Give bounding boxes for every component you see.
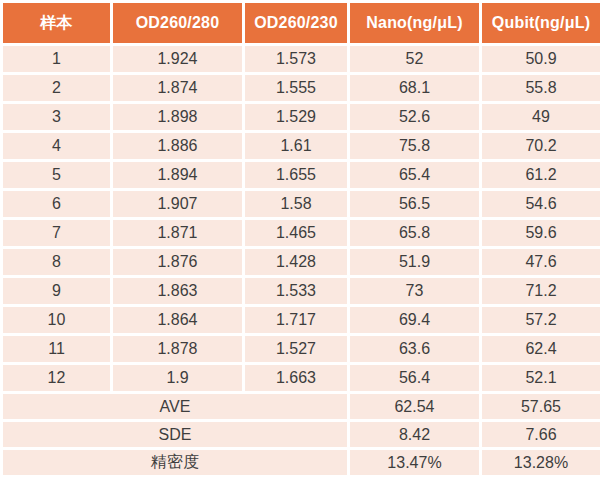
cell-sample-id: 4 bbox=[2, 132, 112, 161]
table-row: 10 1.864 1.717 69.4 57.2 bbox=[2, 306, 600, 335]
col-header-nano: Nano(ng/μL) bbox=[349, 2, 481, 45]
table-header: 样本 OD260/280 OD260/230 Nano(ng/μL) Qubit… bbox=[2, 2, 600, 45]
summary-label-sde: SDE bbox=[2, 421, 349, 449]
cell-od260-230: 1.655 bbox=[244, 161, 349, 190]
cell-sample-id: 11 bbox=[2, 335, 112, 364]
col-header-sample: 样本 bbox=[2, 2, 112, 45]
table-row: 1 1.924 1.573 52 50.9 bbox=[2, 45, 600, 74]
cell-sample-id: 10 bbox=[2, 306, 112, 335]
summary-label-ave: AVE bbox=[2, 393, 349, 421]
cell-od260-280: 1.907 bbox=[112, 190, 244, 219]
cell-sample-id: 7 bbox=[2, 219, 112, 248]
table-row: 8 1.876 1.428 51.9 47.6 bbox=[2, 248, 600, 277]
cell-nano: 63.6 bbox=[349, 335, 481, 364]
cell-qubit: 55.8 bbox=[481, 74, 600, 103]
cell-sample-id: 1 bbox=[2, 45, 112, 74]
table-row: 3 1.898 1.529 52.6 49 bbox=[2, 103, 600, 132]
cell-od260-280: 1.878 bbox=[112, 335, 244, 364]
cell-qubit: 61.2 bbox=[481, 161, 600, 190]
cell-od260-280: 1.863 bbox=[112, 277, 244, 306]
cell-od260-280: 1.886 bbox=[112, 132, 244, 161]
summary-sde-qubit: 7.66 bbox=[481, 421, 600, 449]
table-row: 5 1.894 1.655 65.4 61.2 bbox=[2, 161, 600, 190]
cell-qubit: 59.6 bbox=[481, 219, 600, 248]
cell-sample-id: 12 bbox=[2, 364, 112, 393]
cell-qubit: 57.2 bbox=[481, 306, 600, 335]
sample-qc-table: 样本 OD260/280 OD260/230 Nano(ng/μL) Qubit… bbox=[0, 0, 600, 478]
cell-od260-230: 1.58 bbox=[244, 190, 349, 219]
cell-qubit: 62.4 bbox=[481, 335, 600, 364]
cell-od260-230: 1.533 bbox=[244, 277, 349, 306]
cell-od260-280: 1.874 bbox=[112, 74, 244, 103]
cell-nano: 69.4 bbox=[349, 306, 481, 335]
cell-nano: 51.9 bbox=[349, 248, 481, 277]
cell-od260-230: 1.555 bbox=[244, 74, 349, 103]
cell-qubit: 49 bbox=[481, 103, 600, 132]
cell-od260-230: 1.465 bbox=[244, 219, 349, 248]
cell-od260-230: 1.573 bbox=[244, 45, 349, 74]
summary-row-ave: AVE 62.54 57.65 bbox=[2, 393, 600, 421]
table-row: 12 1.9 1.663 56.4 52.1 bbox=[2, 364, 600, 393]
cell-od260-230: 1.527 bbox=[244, 335, 349, 364]
cell-od260-280: 1.864 bbox=[112, 306, 244, 335]
summary-precision-nano: 13.47% bbox=[349, 449, 481, 477]
cell-od260-230: 1.529 bbox=[244, 103, 349, 132]
cell-qubit: 50.9 bbox=[481, 45, 600, 74]
col-header-od260-280: OD260/280 bbox=[112, 2, 244, 45]
cell-od260-230: 1.663 bbox=[244, 364, 349, 393]
table-body: 1 1.924 1.573 52 50.9 2 1.874 1.555 68.1… bbox=[2, 45, 600, 477]
summary-label-precision: 精密度 bbox=[2, 449, 349, 477]
col-header-qubit: Qubit(ng/μL) bbox=[481, 2, 600, 45]
cell-sample-id: 2 bbox=[2, 74, 112, 103]
cell-od260-280: 1.871 bbox=[112, 219, 244, 248]
cell-od260-230: 1.428 bbox=[244, 248, 349, 277]
cell-nano: 65.8 bbox=[349, 219, 481, 248]
cell-sample-id: 3 bbox=[2, 103, 112, 132]
cell-nano: 75.8 bbox=[349, 132, 481, 161]
cell-nano: 52 bbox=[349, 45, 481, 74]
cell-nano: 68.1 bbox=[349, 74, 481, 103]
cell-nano: 56.4 bbox=[349, 364, 481, 393]
summary-row-precision: 精密度 13.47% 13.28% bbox=[2, 449, 600, 477]
summary-sde-nano: 8.42 bbox=[349, 421, 481, 449]
table-row: 6 1.907 1.58 56.5 54.6 bbox=[2, 190, 600, 219]
table-row: 4 1.886 1.61 75.8 70.2 bbox=[2, 132, 600, 161]
cell-od260-280: 1.894 bbox=[112, 161, 244, 190]
cell-sample-id: 9 bbox=[2, 277, 112, 306]
table-row: 9 1.863 1.533 73 71.2 bbox=[2, 277, 600, 306]
cell-od260-280: 1.898 bbox=[112, 103, 244, 132]
cell-od260-280: 1.876 bbox=[112, 248, 244, 277]
cell-sample-id: 8 bbox=[2, 248, 112, 277]
cell-od260-230: 1.717 bbox=[244, 306, 349, 335]
table-row: 11 1.878 1.527 63.6 62.4 bbox=[2, 335, 600, 364]
summary-ave-nano: 62.54 bbox=[349, 393, 481, 421]
cell-od260-280: 1.924 bbox=[112, 45, 244, 74]
table-row: 7 1.871 1.465 65.8 59.6 bbox=[2, 219, 600, 248]
cell-od260-280: 1.9 bbox=[112, 364, 244, 393]
col-header-od260-230: OD260/230 bbox=[244, 2, 349, 45]
cell-sample-id: 6 bbox=[2, 190, 112, 219]
cell-nano: 52.6 bbox=[349, 103, 481, 132]
cell-nano: 73 bbox=[349, 277, 481, 306]
cell-qubit: 70.2 bbox=[481, 132, 600, 161]
summary-row-sde: SDE 8.42 7.66 bbox=[2, 421, 600, 449]
cell-nano: 65.4 bbox=[349, 161, 481, 190]
cell-qubit: 47.6 bbox=[481, 248, 600, 277]
cell-sample-id: 5 bbox=[2, 161, 112, 190]
summary-precision-qubit: 13.28% bbox=[481, 449, 600, 477]
cell-qubit: 54.6 bbox=[481, 190, 600, 219]
cell-qubit: 71.2 bbox=[481, 277, 600, 306]
cell-nano: 56.5 bbox=[349, 190, 481, 219]
header-row: 样本 OD260/280 OD260/230 Nano(ng/μL) Qubit… bbox=[2, 2, 600, 45]
cell-od260-230: 1.61 bbox=[244, 132, 349, 161]
cell-qubit: 52.1 bbox=[481, 364, 600, 393]
table-row: 2 1.874 1.555 68.1 55.8 bbox=[2, 74, 600, 103]
summary-ave-qubit: 57.65 bbox=[481, 393, 600, 421]
